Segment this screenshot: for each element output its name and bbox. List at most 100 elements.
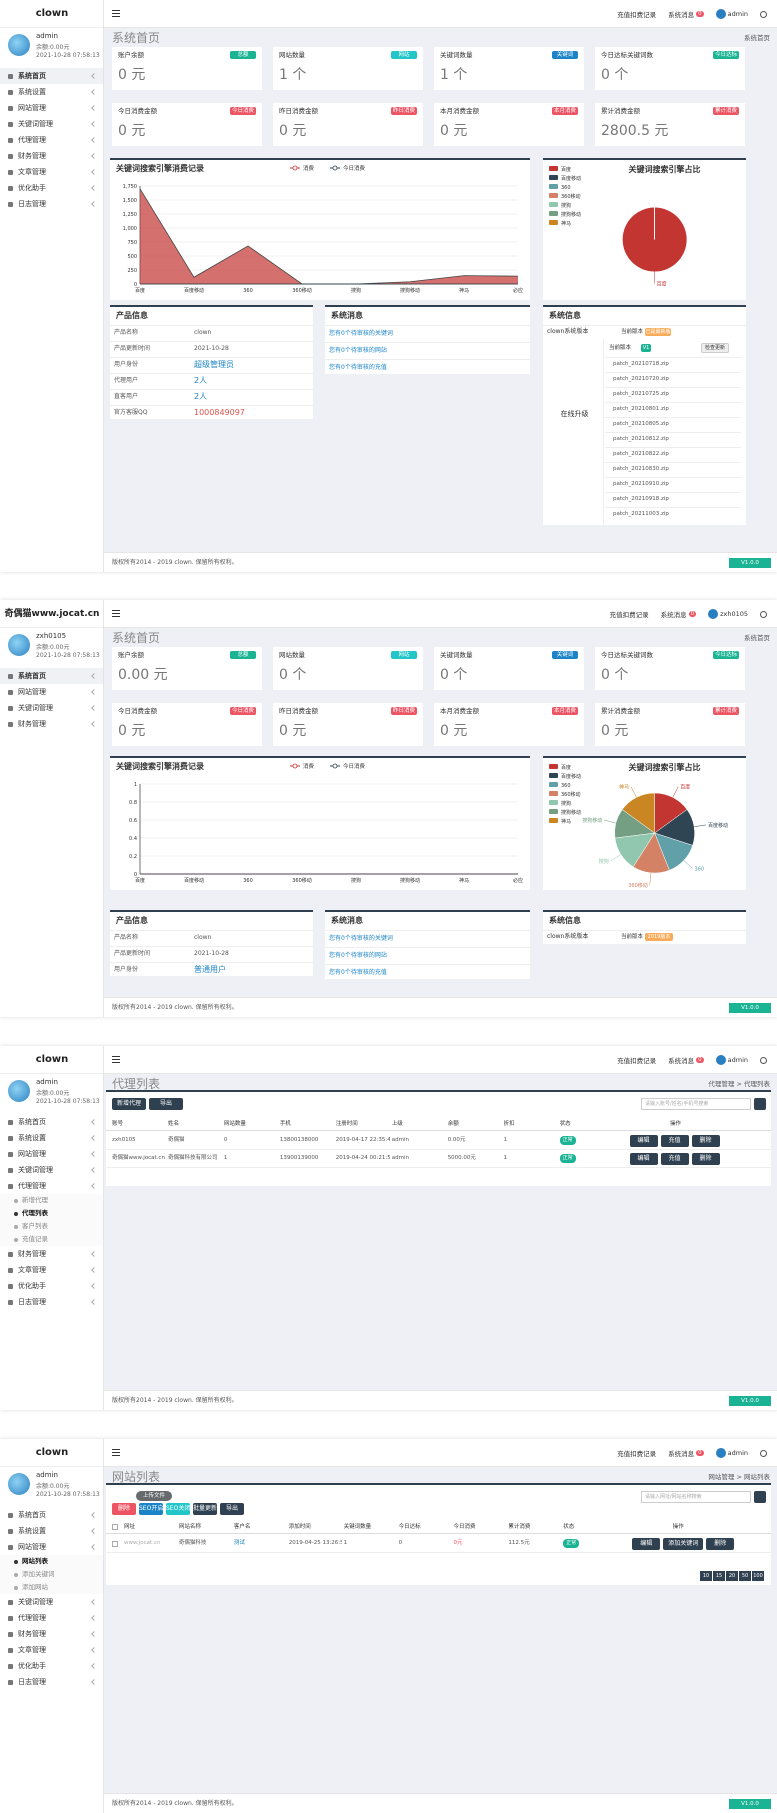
top-bar-item[interactable]: admin bbox=[715, 9, 748, 19]
button[interactable]: 批量更新 bbox=[193, 1503, 217, 1515]
top-bar-item[interactable]: 系统消息 0 bbox=[668, 1448, 704, 1458]
menu-item[interactable]: 文章管理 bbox=[0, 1642, 103, 1658]
button[interactable]: 编辑 bbox=[629, 1135, 658, 1147]
menu-item[interactable]: 系统设置 bbox=[0, 1130, 103, 1146]
menu-item[interactable]: 日志管理 bbox=[0, 1294, 103, 1310]
menu-item[interactable]: 系统设置 bbox=[0, 1523, 103, 1539]
menu-item[interactable]: 代理管理 bbox=[0, 1178, 103, 1194]
menu-item[interactable]: 财务管理 bbox=[0, 1626, 103, 1642]
message-link[interactable]: 您有0个待审核的关键词 bbox=[329, 935, 393, 942]
top-bar-item[interactable]: 充值扣费记录 bbox=[617, 1448, 656, 1458]
button[interactable]: 充值 bbox=[660, 1153, 689, 1165]
menu-item[interactable]: 优化助手 bbox=[0, 1278, 103, 1294]
settings-icon[interactable] bbox=[760, 10, 767, 18]
row-divider bbox=[110, 341, 313, 342]
menu-item[interactable]: 文章管理 bbox=[0, 1262, 103, 1278]
menu-toggle[interactable] bbox=[112, 10, 120, 18]
menu-item[interactable]: 关键词管理 bbox=[0, 116, 103, 132]
menu-toggle[interactable] bbox=[112, 610, 120, 618]
submenu-item[interactable]: 添加网站 bbox=[0, 1581, 103, 1594]
pie-chart: 关键词搜索引擎占比百度百度移动360360移动搜狗搜狗移动神马百度百度移动360… bbox=[549, 762, 728, 889]
submenu-item[interactable]: 充值记录 bbox=[0, 1233, 103, 1246]
message-link[interactable]: 您有0个待审核的网站 bbox=[329, 952, 387, 959]
top-bar-item[interactable]: 充值扣费记录 bbox=[617, 1055, 656, 1065]
top-bar-item[interactable]: admin bbox=[715, 1055, 748, 1065]
menu-item[interactable]: 系统设置 bbox=[0, 84, 103, 100]
settings-icon[interactable] bbox=[760, 1449, 767, 1457]
page-size[interactable]: 100 bbox=[752, 1571, 764, 1581]
menu-item[interactable]: 系统首页 bbox=[0, 1114, 103, 1130]
upload-pill[interactable]: 上传文件 bbox=[136, 1491, 172, 1501]
legend-label: 搜狗 bbox=[561, 202, 571, 209]
menu-item[interactable]: 系统首页 bbox=[0, 68, 103, 84]
button[interactable]: 删除 bbox=[691, 1153, 720, 1165]
top-bar-item[interactable]: 充值扣费记录 bbox=[617, 9, 656, 19]
menu-item[interactable]: 财务管理 bbox=[0, 148, 103, 164]
page-size[interactable]: 50 bbox=[739, 1571, 751, 1581]
button[interactable]: 导出 bbox=[149, 1098, 183, 1110]
menu-item[interactable]: 优化助手 bbox=[0, 1658, 103, 1674]
page-size[interactable]: 10 bbox=[700, 1571, 712, 1581]
submenu-item[interactable]: 新增代理 bbox=[0, 1194, 103, 1207]
message-link[interactable]: 您有0个待审核的网站 bbox=[329, 347, 387, 354]
page-size[interactable]: 15 bbox=[713, 1571, 725, 1581]
submenu-item[interactable]: 添加关键词 bbox=[0, 1568, 103, 1581]
menu-item[interactable]: 代理管理 bbox=[0, 132, 103, 148]
search-input[interactable]: 请输入网址/网站名称搜索 bbox=[641, 1491, 751, 1503]
menu-item[interactable]: 系统首页 bbox=[0, 1507, 103, 1523]
menu-item[interactable]: 日志管理 bbox=[0, 1674, 103, 1690]
submenu-item[interactable]: 代理列表 bbox=[0, 1207, 103, 1220]
submenu-item[interactable]: 网站列表 bbox=[0, 1555, 103, 1568]
button[interactable]: 添加关键词 bbox=[663, 1538, 704, 1550]
top-bar-item[interactable]: 系统消息 0 bbox=[668, 9, 704, 19]
settings-icon[interactable] bbox=[760, 1056, 767, 1064]
button[interactable]: 编辑 bbox=[632, 1538, 661, 1550]
menu-item[interactable]: 关键词管理 bbox=[0, 1162, 103, 1178]
button[interactable]: 删除 bbox=[112, 1503, 136, 1515]
menu-item[interactable]: 关键词管理 bbox=[0, 1594, 103, 1610]
button[interactable]: 编辑 bbox=[629, 1153, 658, 1165]
menu-item[interactable]: 代理管理 bbox=[0, 1610, 103, 1626]
button[interactable]: 删除 bbox=[706, 1538, 735, 1550]
message-link[interactable]: 您有0个待审核的充值 bbox=[329, 364, 387, 371]
page-size[interactable]: 20 bbox=[726, 1571, 738, 1581]
check-button[interactable]: 检查更新 bbox=[701, 343, 729, 353]
menu-item[interactable]: 网站管理 bbox=[0, 100, 103, 116]
top-bar-item[interactable]: 系统消息 0 bbox=[668, 1055, 704, 1065]
menu-item[interactable]: 网站管理 bbox=[0, 1146, 103, 1162]
button[interactable]: 删除 bbox=[691, 1135, 720, 1147]
menu-item[interactable]: 日志管理 bbox=[0, 196, 103, 212]
top-bar-item[interactable]: 系统消息 0 bbox=[661, 609, 697, 619]
footer: 版权所有2014 - 2019 clown. 保留所有权利。 V1.0.0 bbox=[104, 997, 777, 1017]
menu-toggle[interactable] bbox=[112, 1056, 120, 1064]
checkbox[interactable] bbox=[112, 1524, 118, 1530]
menu-item[interactable]: 系统首页 bbox=[0, 668, 103, 684]
menu-item[interactable]: 文章管理 bbox=[0, 164, 103, 180]
menu-item[interactable]: 财务管理 bbox=[0, 1246, 103, 1262]
menu-label: 关键词管理 bbox=[18, 1598, 53, 1606]
checkbox[interactable] bbox=[112, 1541, 118, 1547]
top-bar-item[interactable]: zxh0105 bbox=[708, 609, 748, 619]
menu-item[interactable]: 网站管理 bbox=[0, 684, 103, 700]
button[interactable]: 充值 bbox=[660, 1135, 689, 1147]
search-input[interactable]: 请输入账号/姓名/手机号搜索 bbox=[641, 1098, 751, 1110]
menu-item[interactable]: 网站管理 bbox=[0, 1539, 103, 1555]
message-link[interactable]: 您有0个待审核的关键词 bbox=[329, 330, 393, 337]
message-link[interactable]: 您有0个待审核的充值 bbox=[329, 969, 387, 976]
button[interactable]: SEO开启 bbox=[139, 1503, 163, 1515]
y-tick-label: 750 bbox=[127, 240, 137, 246]
button[interactable]: 新增代理 bbox=[112, 1098, 146, 1110]
page-title: 网站列表 bbox=[112, 1470, 161, 1484]
settings-icon[interactable] bbox=[760, 610, 767, 618]
search-button[interactable] bbox=[754, 1491, 766, 1503]
top-bar-item[interactable]: 充值扣费记录 bbox=[610, 609, 649, 619]
menu-item[interactable]: 关键词管理 bbox=[0, 700, 103, 716]
button[interactable]: SEO关闭 bbox=[166, 1503, 190, 1515]
top-bar-item[interactable]: admin bbox=[715, 1448, 748, 1458]
button[interactable]: 导出 bbox=[220, 1503, 244, 1515]
menu-item[interactable]: 财务管理 bbox=[0, 716, 103, 732]
search-button[interactable] bbox=[754, 1098, 766, 1110]
menu-item[interactable]: 优化助手 bbox=[0, 180, 103, 196]
submenu-item[interactable]: 客户列表 bbox=[0, 1220, 103, 1233]
menu-toggle[interactable] bbox=[112, 1449, 120, 1457]
